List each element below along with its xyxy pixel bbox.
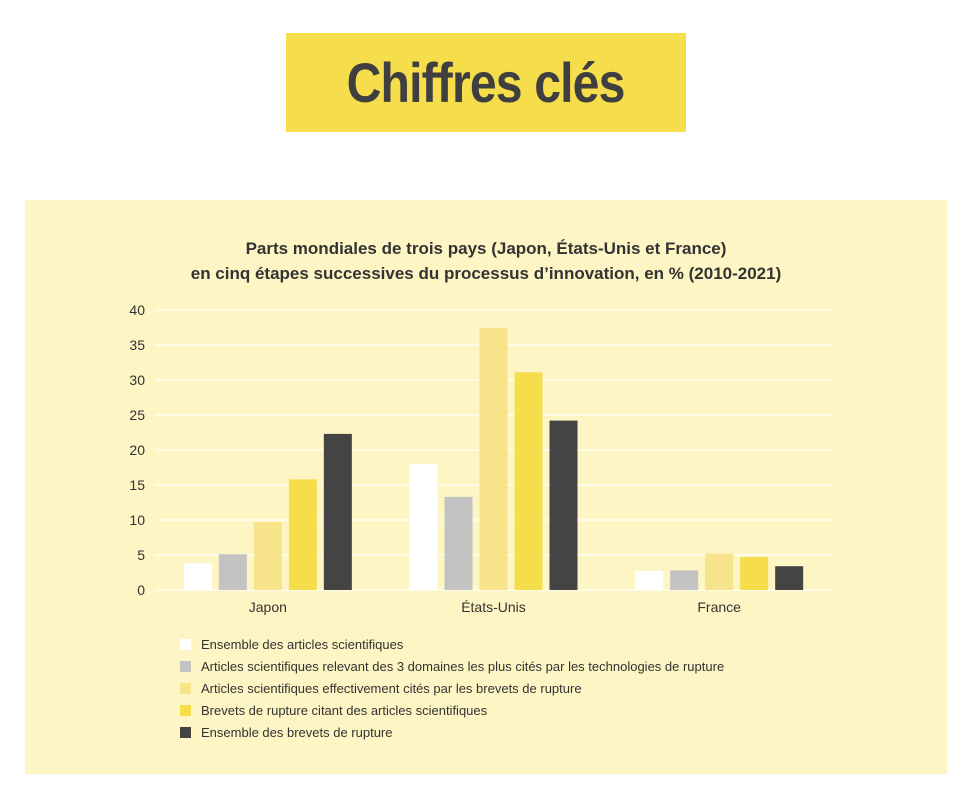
legend-swatch (180, 638, 191, 650)
bar (218, 554, 247, 590)
legend-swatch (180, 682, 191, 694)
y-tick-label: 5 (137, 547, 145, 563)
bar (323, 433, 352, 590)
bar (705, 553, 734, 590)
y-tick-label: 35 (129, 337, 145, 353)
bar (409, 464, 438, 590)
y-tick-label: 15 (129, 477, 145, 493)
legend-item: Articles scientifiques relevant des 3 do… (180, 655, 724, 677)
bar (635, 571, 664, 590)
legend-label: Ensemble des brevets de rupture (201, 724, 393, 740)
legend-swatch (180, 704, 191, 716)
bar (444, 496, 473, 590)
legend-label: Articles scientifiques effectivement cit… (201, 680, 582, 696)
x-tick-label: États-Unis (461, 599, 526, 615)
bar (183, 563, 212, 590)
bar (514, 372, 543, 590)
chart-legend: Ensemble des articles scientifiques Artic… (180, 633, 724, 743)
bar-chart: 0 5 10 15 20 25 30 35 40 Japon États-Unis France (129, 302, 832, 615)
legend-label: Brevets de rupture citant des articles s… (201, 702, 488, 718)
bar (288, 479, 317, 590)
x-tick-label: France (697, 599, 741, 615)
y-tick-label: 0 (137, 582, 145, 598)
chart-panel: Parts mondiales de trois pays (Japon, Ét… (25, 200, 947, 774)
legend-swatch (180, 726, 191, 738)
bar (740, 557, 769, 590)
y-tick-label: 25 (129, 407, 145, 423)
chart-title-line-1: Parts mondiales de trois pays (Japon, Ét… (245, 239, 727, 258)
y-tick-label: 30 (129, 372, 145, 388)
header-banner: Chiffres clés (286, 33, 686, 132)
bar (253, 522, 282, 590)
x-tick-label: Japon (249, 599, 287, 615)
chart-title-line-2: en cinq étapes successives du processus … (190, 264, 782, 283)
legend-item: Brevets de rupture citant des articles s… (180, 699, 724, 721)
page-title: Chiffres clés (347, 51, 626, 114)
bar (775, 566, 804, 590)
legend-swatch (180, 660, 191, 672)
y-tick-label: 10 (129, 512, 145, 528)
bar (670, 570, 699, 590)
legend-item: Ensemble des brevets de rupture (180, 721, 724, 743)
chart-title: Parts mondiales de trois pays (Japon, Ét… (25, 236, 947, 286)
bar (549, 420, 578, 590)
legend-label: Ensemble des articles scientifiques (201, 636, 404, 652)
legend-item: Ensemble des articles scientifiques (180, 633, 724, 655)
legend-item: Articles scientifiques effectivement cit… (180, 677, 724, 699)
bar (479, 328, 508, 590)
y-tick-label: 20 (129, 442, 145, 458)
legend-label: Articles scientifiques relevant des 3 do… (201, 658, 725, 674)
y-tick-label: 40 (129, 302, 145, 318)
